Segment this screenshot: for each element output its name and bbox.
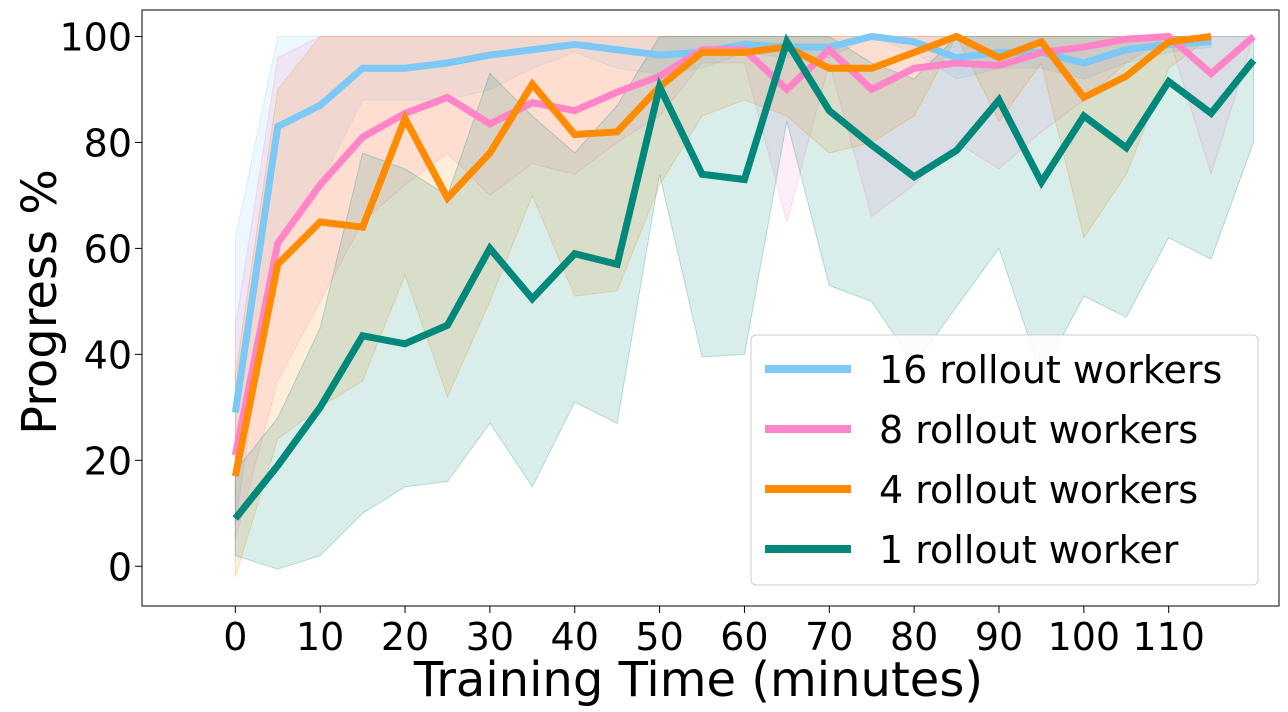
- x-tick-label: 0: [223, 615, 247, 659]
- y-tick-label: 40: [84, 333, 132, 377]
- band-series-2: [234, 35, 1255, 540]
- y-tick-label: 60: [84, 227, 132, 271]
- legend-label-1: 16 rollout workers: [879, 348, 1222, 392]
- x-axis-label: Training Time (minutes): [413, 652, 983, 708]
- legend-label-3: 4 rollout workers: [879, 468, 1198, 512]
- legend: 16 rollout workers 8 rollout workers 4 rol…: [750, 334, 1259, 586]
- y-axis-ticks: 0 20 40 60 80 100: [59, 15, 142, 589]
- line-series-4: [232, 33, 1257, 521]
- band-series-1: [234, 35, 1212, 524]
- x-tick-label: 60: [720, 615, 768, 659]
- legend-box: [750, 334, 1259, 586]
- y-tick-label: 0: [108, 545, 132, 589]
- plot-frame: [141, 9, 1280, 607]
- y-tick-label: 100: [59, 15, 132, 59]
- x-tick-label: 40: [551, 615, 599, 659]
- y-tick-label: 80: [84, 121, 132, 165]
- legend-label-2: 8 rollout workers: [879, 408, 1198, 452]
- x-tick-label: 70: [805, 615, 853, 659]
- confidence-bands: [234, 35, 1255, 578]
- x-tick-label: 50: [635, 615, 683, 659]
- band-series-4: [234, 35, 1255, 570]
- x-tick-label: 90: [975, 615, 1023, 659]
- legend-label-4: 1 rollout worker: [879, 528, 1179, 572]
- x-tick-label: 100: [1048, 615, 1121, 659]
- x-tick-label: 20: [381, 615, 429, 659]
- x-tick-label: 110: [1132, 615, 1205, 659]
- line-series-3: [231, 32, 1212, 477]
- y-axis-label: Progress %: [12, 169, 68, 435]
- y-tick-label: 20: [84, 439, 132, 483]
- series-lines: [231, 32, 1257, 521]
- x-tick-label: 10: [296, 615, 344, 659]
- x-axis-ticks: 0 10 20 30 40 50 60 70 80 90 100 110: [223, 606, 1205, 659]
- x-tick-label: 30: [466, 615, 514, 659]
- x-tick-label: 80: [890, 615, 938, 659]
